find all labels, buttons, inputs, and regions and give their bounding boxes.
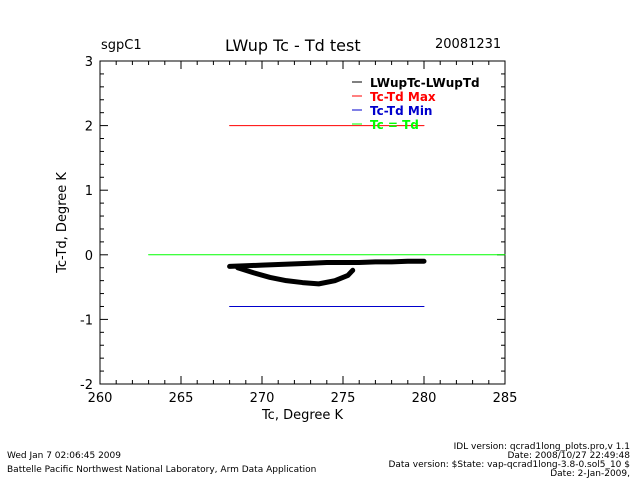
footer-data-version: Data version: $State: vap-qcrad1long-3.8… [388, 460, 630, 470]
x-tick-label: 270 [250, 391, 275, 406]
date-label: 20081231 [435, 37, 502, 52]
y-tick-label: 3 [85, 55, 93, 70]
legend-label-3: Tc = Td [370, 118, 419, 132]
y-tick-label: 0 [85, 249, 93, 264]
x-tick-label: 275 [331, 391, 356, 406]
footer-idl-version: IDL version: qcrad1long_plots.pro,v 1.1 [453, 442, 630, 452]
footer-data-date: Date: 2-Jan-2009, [550, 469, 630, 479]
footer-idl-date: Date: 2008/10/27 22:49:48 [507, 451, 630, 461]
y-tick-label: 2 [85, 120, 93, 135]
footer-institution: Battelle Pacific Northwest National Labo… [7, 465, 317, 475]
chart-title: LWup Tc - Td test [225, 36, 361, 55]
x-tick-label: 260 [88, 391, 113, 406]
legend-label-2: Tc-Td Min [370, 104, 432, 118]
x-tick-label: 280 [412, 391, 437, 406]
legend-label-1: Tc-Td Max [370, 90, 436, 104]
x-axis-label: Tc, Degree K [261, 408, 344, 423]
y-tick-label: -1 [80, 313, 93, 328]
y-tick-label: -2 [80, 378, 93, 393]
x-tick-label: 265 [169, 391, 194, 406]
y-tick-label: 1 [85, 184, 93, 199]
site-label: sgpC1 [101, 38, 142, 53]
x-tick-label: 285 [493, 391, 518, 406]
footer-timestamp: Wed Jan 7 02:06:45 2009 [7, 451, 121, 461]
series-0-line [227, 258, 427, 269]
series-0-line-lower [235, 265, 356, 287]
legend-label-0: LWupTc-LWupTd [370, 76, 480, 90]
y-axis-label: Tc-Td, Degree K [55, 172, 70, 274]
plot-frame [99, 60, 506, 385]
